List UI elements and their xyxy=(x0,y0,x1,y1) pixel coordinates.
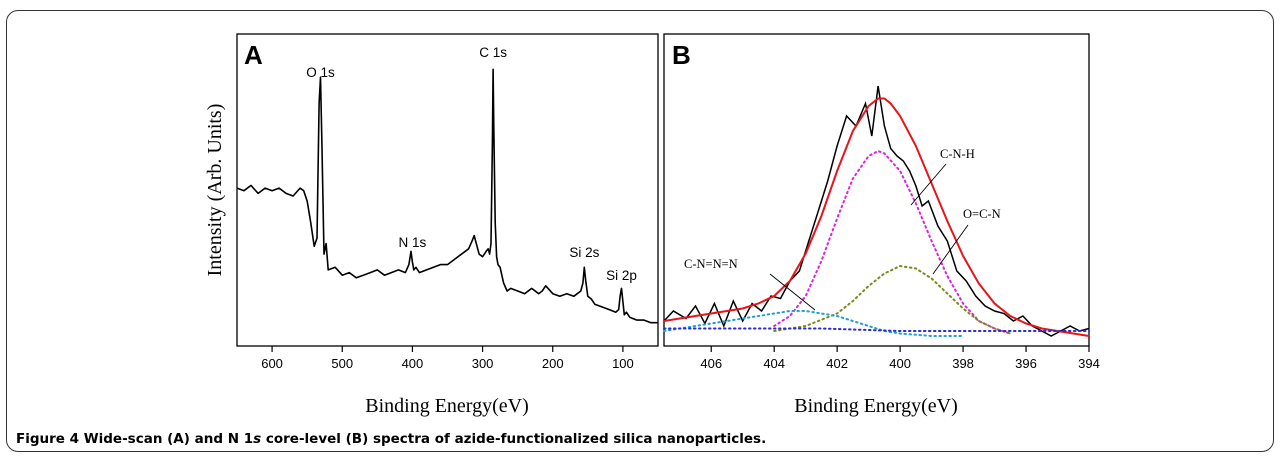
figure-caption: Figure 4 Wide-scan (A) and N 1s core-lev… xyxy=(16,431,766,447)
panel-a-x-tick-label: 400 xyxy=(402,356,424,371)
panel-a-plot-area xyxy=(236,33,659,347)
panel-a-x-ticks: 600 500 400 300 200 100 xyxy=(261,346,634,371)
peak-label: C 1s xyxy=(479,45,507,60)
peak-label: Si 2s xyxy=(569,245,599,260)
panel-a-x-axis-title: Binding Energy(eV) xyxy=(365,395,529,417)
panel-a-y-axis-title: Intensity (Arb. Units) xyxy=(204,104,226,277)
panel-b-component-curve xyxy=(773,264,1012,335)
panel-b-x-axis-title: Binding Energy(eV) xyxy=(794,395,958,417)
panel-b-component-curve xyxy=(663,327,1090,332)
panel-a-x-tick-label: 200 xyxy=(542,356,564,371)
peak-label: Si 2p xyxy=(606,268,637,283)
panel-b-series xyxy=(663,85,1090,337)
component-label: C-N-H xyxy=(940,147,975,161)
panel-b-raw-spectrum xyxy=(663,85,1090,337)
panel-b-x-tick-label: 400 xyxy=(889,356,911,371)
component-leader-line xyxy=(769,273,816,311)
figure-frame xyxy=(6,10,1274,452)
panel-a-x-tick-label: 100 xyxy=(612,356,634,371)
peak-label: N 1s xyxy=(399,235,427,250)
panel-b-x-tick-label: 396 xyxy=(1015,356,1037,371)
panel-b-x-tick-label: 406 xyxy=(700,356,722,371)
panel-a: 600 500 400 300 200 100 O 1s N 1s C 1s Si 2s Si 2… xyxy=(204,33,659,417)
panel-b-x-tick-label: 402 xyxy=(826,356,848,371)
caption-text-2: core-level (B) spectra of azide-function… xyxy=(261,431,767,447)
panel-a-x-tick-label: 600 xyxy=(261,356,283,371)
caption-text-1: Wide-scan (A) and N 1 xyxy=(79,431,254,447)
panel-b-x-tick-label: 394 xyxy=(1078,356,1100,371)
panel-a-x-tick-label: 500 xyxy=(331,356,353,371)
panel-a-label: A xyxy=(244,40,263,70)
panel-b-label: B xyxy=(672,40,691,70)
panel-b-plot-area xyxy=(663,33,1090,347)
component-label: C-N=N=N xyxy=(684,257,738,271)
panel-b-x-ticks: 406 404 402 400 398 396 394 xyxy=(700,346,1100,371)
peak-label: O 1s xyxy=(306,65,335,80)
panel-a-x-tick-label: 300 xyxy=(472,356,494,371)
panel-a-peak-labels: O 1s N 1s C 1s Si 2s Si 2p xyxy=(306,45,637,283)
caption-figure-label: Figure 4 xyxy=(16,431,80,447)
panel-b: 406 404 402 400 398 396 394 C-N-HO=C-NC-N=N=N … xyxy=(663,33,1100,417)
panel-b-fit-envelope xyxy=(663,97,1090,337)
panel-b-component-labels: C-N-H O=C-N C-N=N=N xyxy=(684,147,1001,311)
component-label: O=C-N xyxy=(963,207,1001,221)
component-leader-line xyxy=(910,163,947,206)
figure-charts: 600 500 400 300 200 100 O 1s N 1s C 1s Si 2s Si 2… xyxy=(204,33,1100,417)
panel-b-x-tick-label: 398 xyxy=(952,356,974,371)
component-leader-line xyxy=(932,224,969,275)
panel-b-component-curve xyxy=(773,149,1012,335)
panel-a-spectrum-line xyxy=(236,68,658,324)
caption-italic: s xyxy=(253,431,262,447)
panel-b-x-tick-label: 404 xyxy=(763,356,785,371)
panel-b-component-curve xyxy=(663,310,965,337)
